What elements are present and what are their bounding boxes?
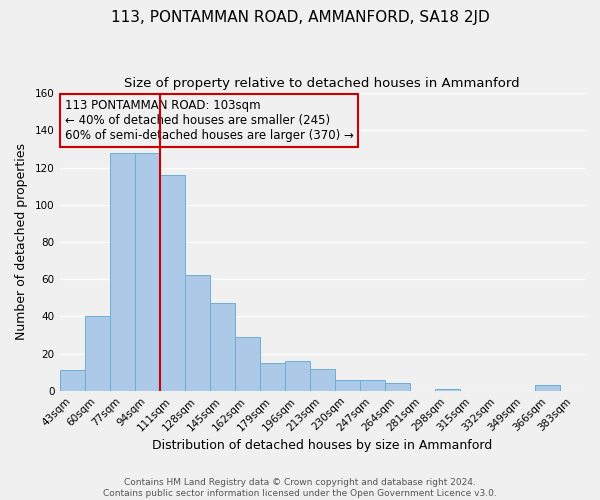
Bar	[260, 363, 285, 391]
Bar	[535, 386, 560, 391]
Bar	[209, 304, 235, 391]
Bar	[235, 337, 260, 391]
Text: 113 PONTAMMAN ROAD: 103sqm
← 40% of detached houses are smaller (245)
60% of sem: 113 PONTAMMAN ROAD: 103sqm ← 40% of deta…	[65, 99, 353, 142]
Bar	[185, 276, 209, 391]
Text: Contains HM Land Registry data © Crown copyright and database right 2024.
Contai: Contains HM Land Registry data © Crown c…	[103, 478, 497, 498]
Bar	[435, 389, 460, 391]
Bar	[335, 380, 360, 391]
Bar	[110, 152, 134, 391]
Bar	[160, 175, 185, 391]
Title: Size of property relative to detached houses in Ammanford: Size of property relative to detached ho…	[124, 78, 520, 90]
Bar	[310, 368, 335, 391]
Bar	[59, 370, 85, 391]
Y-axis label: Number of detached properties: Number of detached properties	[15, 144, 28, 340]
Bar	[285, 361, 310, 391]
Bar	[385, 384, 410, 391]
X-axis label: Distribution of detached houses by size in Ammanford: Distribution of detached houses by size …	[152, 440, 493, 452]
Bar	[85, 316, 110, 391]
Text: 113, PONTAMMAN ROAD, AMMANFORD, SA18 2JD: 113, PONTAMMAN ROAD, AMMANFORD, SA18 2JD	[110, 10, 490, 25]
Bar	[360, 380, 385, 391]
Bar	[134, 152, 160, 391]
